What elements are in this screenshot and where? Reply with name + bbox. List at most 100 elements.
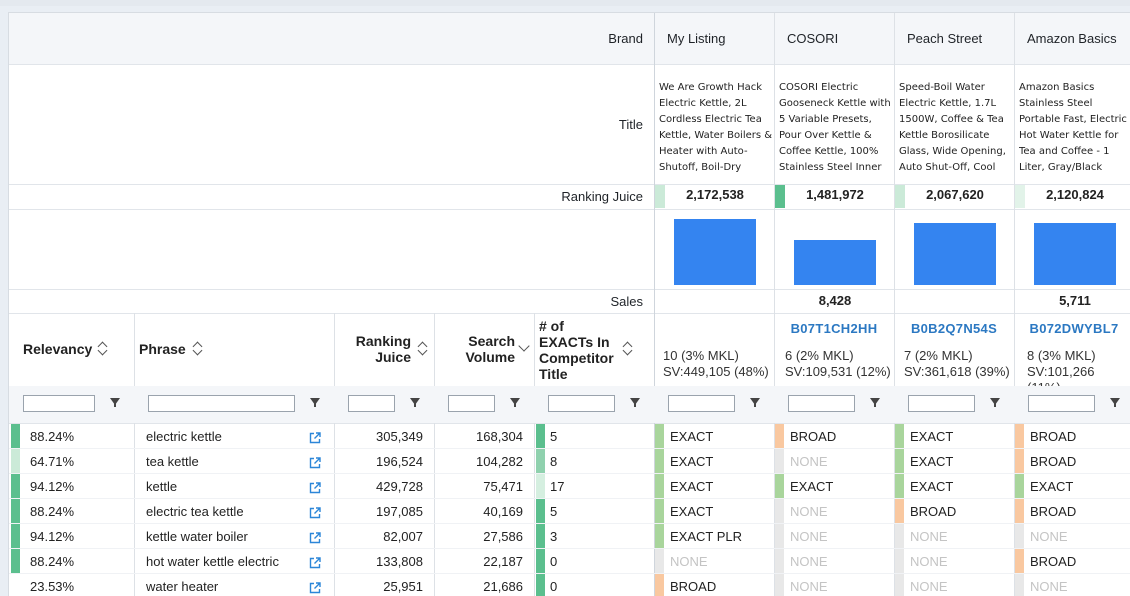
filter-icon[interactable]: [410, 398, 420, 407]
external-link-icon[interactable]: [309, 456, 321, 469]
match-type-label: BROAD: [1030, 429, 1077, 444]
column-header-line: Ranking: [355, 333, 411, 349]
brand-header-row: [9, 13, 1130, 64]
match-type-label: EXACT: [670, 479, 714, 494]
exacts-value: 17: [550, 479, 565, 494]
top-strip: [0, 0, 1130, 6]
exacts-count: 10 (3% MKL): [663, 348, 739, 363]
brand-row-label: Brand: [608, 31, 643, 46]
sort-desc-icon[interactable]: [518, 340, 530, 352]
filter-icon[interactable]: [310, 398, 320, 407]
match-type-mark: [655, 499, 664, 524]
ranking-juice-row-label: Ranking Juice: [561, 189, 643, 204]
exacts-filter-input[interactable]: [548, 395, 615, 412]
match-type-mark: [775, 549, 784, 574]
phrase-text: kettle: [146, 479, 178, 494]
match-type-label: BROAD: [1030, 454, 1077, 469]
row-divider: [9, 548, 1130, 549]
search-volume-filter-input[interactable]: [448, 395, 495, 412]
sort-icon[interactable]: [622, 341, 632, 357]
external-link-icon[interactable]: [309, 431, 321, 444]
external-link-icon[interactable]: [309, 531, 321, 544]
competitor-asin-link[interactable]: B0B2Q7N54S: [910, 321, 998, 336]
column-header-relevancy[interactable]: Relevancy: [23, 341, 93, 357]
relevancy-heat-mark: [11, 549, 20, 574]
filter-icon[interactable]: [630, 398, 640, 407]
competitor-filter-input[interactable]: [1028, 395, 1095, 412]
divider: [774, 13, 775, 596]
relevancy-filter-input[interactable]: [23, 395, 95, 412]
divider: [134, 313, 135, 596]
competitor-brand: COSORI: [787, 31, 839, 46]
filter-icon[interactable]: [1110, 398, 1120, 407]
divider: [9, 184, 1130, 185]
match-type-mark: [1015, 449, 1024, 474]
competitor-brand: Amazon Basics: [1027, 31, 1117, 46]
filter-icon[interactable]: [990, 398, 1000, 407]
exacts-count: 8 (3% MKL): [1027, 348, 1096, 363]
sort-icon[interactable]: [192, 341, 202, 357]
match-type-label: EXACT PLR: [670, 529, 743, 544]
exacts-search-volume: SV:109,531 (12%): [785, 364, 891, 379]
ranking-juice-heat-mark: [775, 185, 785, 208]
ranking-juice-heat-mark: [895, 185, 905, 208]
competitor-asin-link[interactable]: B07T1CH2HH: [790, 321, 878, 336]
sales-bar: [674, 219, 756, 285]
relevancy-heat-mark: [11, 574, 20, 596]
match-type-mark: [655, 449, 664, 474]
competitor-brand: Peach Street: [907, 31, 983, 46]
match-type-label: NONE: [790, 529, 828, 544]
match-type-mark: [775, 499, 784, 524]
filter-icon[interactable]: [110, 398, 120, 407]
competitor-filter-input[interactable]: [788, 395, 855, 412]
sort-icon[interactable]: [417, 341, 427, 357]
match-type-mark: [775, 449, 784, 474]
match-type-label: EXACT: [790, 479, 834, 494]
external-link-icon[interactable]: [309, 506, 321, 519]
external-link-icon[interactable]: [309, 556, 321, 569]
column-header-ranking-juice[interactable]: Ranking Juice: [349, 333, 411, 365]
external-link-icon[interactable]: [309, 481, 321, 494]
ranking-juice-value: 25,951: [383, 579, 423, 594]
competitor-filter-input[interactable]: [908, 395, 975, 412]
match-type-label: BROAD: [670, 579, 717, 594]
relevancy-value: 88.24%: [30, 554, 75, 569]
match-type-mark: [895, 449, 904, 474]
competitor-sales: 5,711: [1059, 293, 1091, 308]
column-header-search-volume[interactable]: Search Volume: [449, 333, 515, 365]
column-header-phrase[interactable]: Phrase: [139, 341, 186, 357]
match-type-label: EXACT: [670, 429, 714, 444]
phrase-text: kettle water boiler: [146, 529, 248, 544]
divider: [334, 313, 335, 596]
exacts-heat-mark: [536, 499, 545, 524]
phrase-text: electric kettle: [146, 429, 222, 444]
row-divider: [9, 523, 1130, 524]
competitor-brand: My Listing: [667, 31, 726, 46]
filter-icon[interactable]: [750, 398, 760, 407]
exacts-value: 3: [550, 529, 558, 544]
match-type-mark: [895, 574, 904, 596]
external-link-icon[interactable]: [309, 581, 321, 594]
competitor-filter-input[interactable]: [668, 395, 735, 412]
match-type-mark: [655, 424, 664, 449]
sort-icon[interactable]: [97, 341, 107, 357]
competitor-exacts-summary: 7 (2% MKL) SV:361,618 (39%): [904, 348, 1010, 380]
column-header-exacts[interactable]: # of EXACTs In Competitor Title: [539, 318, 614, 382]
competitor-asin-link[interactable]: B072DWYBL7: [1029, 321, 1119, 336]
match-type-label: NONE: [910, 579, 948, 594]
row-divider: [9, 498, 1130, 499]
divider: [434, 313, 435, 596]
exacts-search-volume: SV:361,618 (39%): [904, 364, 1010, 379]
match-type-mark: [1015, 574, 1024, 596]
match-type-mark: [1015, 549, 1024, 574]
relevancy-heat-mark: [11, 449, 20, 474]
competitor-ranking-juice: 2,120,824: [1046, 187, 1104, 202]
ranking-juice-filter-input[interactable]: [348, 395, 395, 412]
filter-icon[interactable]: [870, 398, 880, 407]
sales-bar: [794, 240, 876, 285]
divider: [534, 313, 535, 596]
column-header-line: Juice: [375, 349, 411, 365]
divider: [654, 13, 655, 596]
filter-icon[interactable]: [510, 398, 520, 407]
phrase-filter-input[interactable]: [148, 395, 295, 412]
